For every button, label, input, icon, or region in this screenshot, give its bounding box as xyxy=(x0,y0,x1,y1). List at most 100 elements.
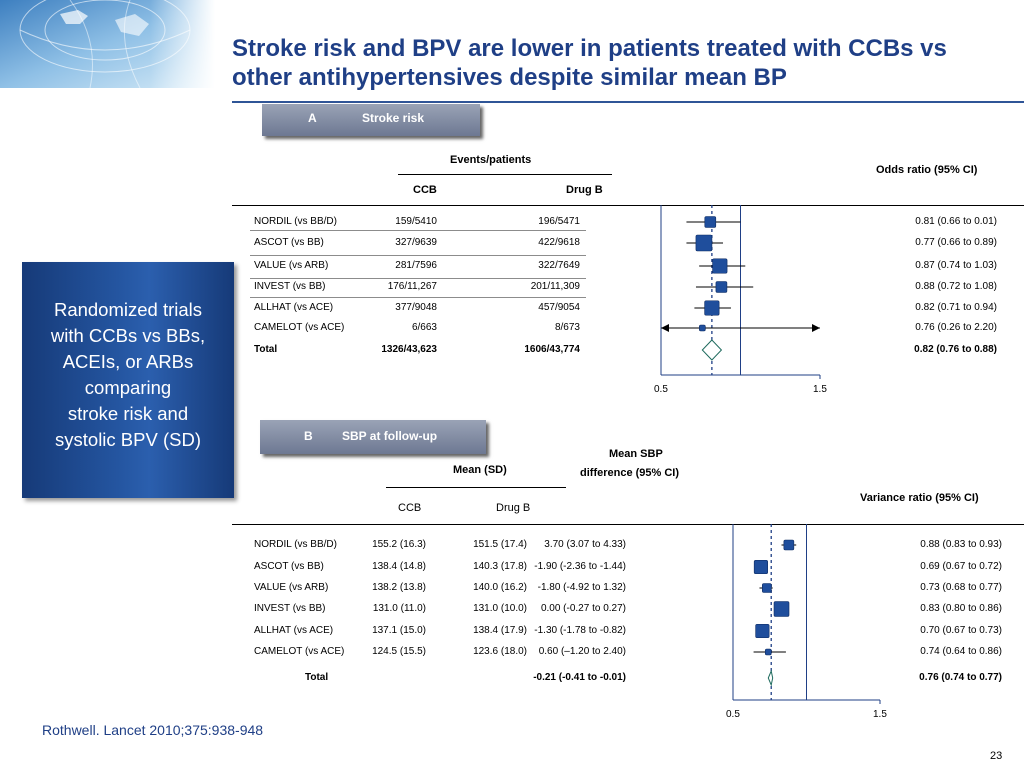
ci-text: 0.83 (0.80 to 0.86) xyxy=(920,603,1002,614)
ci-text: 0.76 (0.26 to 2.20) xyxy=(915,322,997,333)
panel-b-label-box: B SBP at follow-up xyxy=(260,420,486,454)
drugb-value: 457/9054 xyxy=(538,302,580,313)
summary-line: systolic BPV (SD) xyxy=(55,429,201,450)
panel-a-row-divider xyxy=(250,297,586,298)
pooled-diamond xyxy=(701,339,723,361)
drugb-value: 8/673 xyxy=(554,322,580,333)
point-estimate-box xyxy=(764,648,772,656)
point-estimate-box xyxy=(762,583,772,593)
ccb-value: 176/11,267 xyxy=(387,281,437,292)
summary-text: Randomized trials with CCBs vs BBs, ACEI… xyxy=(28,297,228,453)
slide-title: Stroke risk and BPV are lower in patient… xyxy=(232,34,1012,92)
summary-line: ACEIs, or ARBs xyxy=(62,351,194,372)
panel-a-label-box: A Stroke risk xyxy=(262,104,480,136)
point-estimate-box xyxy=(699,324,706,332)
sbp-difference: -1.30 (-1.78 to -0.82) xyxy=(534,625,626,636)
ci-text: 0.88 (0.72 to 1.08) xyxy=(915,281,997,292)
study-label: ASCOT (vs BB) xyxy=(254,237,324,248)
ci-text: 0.70 (0.67 to 0.73) xyxy=(920,625,1002,636)
total-label: Total xyxy=(305,672,329,683)
or-header: Odds ratio (95% CI) xyxy=(876,164,978,176)
point-estimate-box xyxy=(783,539,795,551)
panel-b-header-rule xyxy=(232,524,1024,525)
ci-arrow-left xyxy=(661,324,669,332)
title-line-2: other antihypertensives despite similar … xyxy=(232,64,787,91)
drugb-value: 131.0 (10.0) xyxy=(473,603,527,614)
point-estimate-box xyxy=(704,300,720,316)
events-header: Events/patients xyxy=(450,154,532,166)
ccb-value: 6/663 xyxy=(411,322,437,333)
study-label: VALUE (vs ARB) xyxy=(254,582,329,593)
diff-header-line-1: Mean SBP xyxy=(609,448,663,460)
total-ci-text: 0.76 (0.74 to 0.77) xyxy=(919,672,1002,683)
panel-a-row-divider xyxy=(250,230,586,231)
ccb-value: 327/9639 xyxy=(395,237,437,248)
mean-header-rule xyxy=(386,487,566,488)
ccb-value: 138.4 (14.8) xyxy=(372,561,426,572)
col-ccb-b: CCB xyxy=(398,502,422,514)
drugb-value: 151.5 (17.4) xyxy=(473,539,527,550)
ccb-value: 377/9048 xyxy=(395,302,437,313)
ci-text: 0.73 (0.68 to 0.77) xyxy=(920,582,1002,593)
citation: Rothwell. Lancet 2010;375:938-948 xyxy=(42,722,264,738)
logo-globe-image xyxy=(0,0,215,89)
drugb-value: 422/9618 xyxy=(538,237,580,248)
summary-line: stroke risk and xyxy=(67,403,189,424)
col-drugb-b: Drug B xyxy=(496,502,531,514)
title-line-1: Stroke risk and BPV are lower in patient… xyxy=(232,35,947,62)
page-number: 23 xyxy=(990,750,1003,762)
title-divider xyxy=(232,101,1024,103)
point-estimate-box xyxy=(695,234,713,252)
summary-line: with CCBs vs BBs, xyxy=(50,325,206,346)
ci-text: 0.77 (0.66 to 0.89) xyxy=(915,237,997,248)
point-estimate-box xyxy=(704,216,717,228)
ci-arrow-right xyxy=(812,324,820,332)
pooled-diamond xyxy=(767,669,774,687)
drugb-value: 123.6 (18.0) xyxy=(473,646,527,657)
drugb-value: 201/11,309 xyxy=(530,281,580,292)
ccb-value: 281/7596 xyxy=(395,260,437,271)
study-label: NORDIL (vs BB/D) xyxy=(254,539,337,550)
ccb-value: 137.1 (15.0) xyxy=(372,625,426,636)
mean-sd-header: Mean (SD) xyxy=(453,464,507,476)
total-drugb: 1606/43,774 xyxy=(524,344,580,355)
ci-text: 0.87 (0.74 to 1.03) xyxy=(915,260,997,271)
sbp-difference: 0.00 (-0.27 to 0.27) xyxy=(540,603,626,614)
panel-a-row-divider xyxy=(250,278,586,279)
point-estimate-box xyxy=(712,258,728,274)
ccb-value: 131.0 (11.0) xyxy=(372,603,426,614)
panel-b-letter: B xyxy=(304,429,313,443)
sbp-difference: -1.90 (-2.36 to -1.44) xyxy=(534,561,626,572)
study-label: INVEST (vs BB) xyxy=(254,281,326,292)
sbp-difference: -1.80 (-4.92 to 1.32) xyxy=(537,582,626,593)
point-estimate-box xyxy=(773,601,790,617)
events-header-rule xyxy=(398,174,612,175)
ci-text: 0.81 (0.66 to 0.01) xyxy=(915,216,997,227)
point-estimate-box xyxy=(715,281,728,293)
x-tick-label: 1.5 xyxy=(813,384,827,395)
drugb-value: 140.0 (16.2) xyxy=(473,582,527,593)
study-label: ALLHAT (vs ACE) xyxy=(254,302,334,313)
diff-header-line-2: difference (95% CI) xyxy=(580,467,680,479)
drugb-value: 140.3 (17.8) xyxy=(473,561,527,572)
ccb-value: 159/5410 xyxy=(395,216,437,227)
study-label: CAMELOT (vs ACE) xyxy=(254,322,345,333)
x-tick-label: 1.5 xyxy=(873,709,887,720)
study-label: ALLHAT (vs ACE) xyxy=(254,625,334,636)
point-estimate-box xyxy=(755,623,770,639)
x-tick-label: 0.5 xyxy=(726,709,740,720)
drugb-value: 138.4 (17.9) xyxy=(473,625,527,636)
drugb-value: 196/5471 xyxy=(538,216,580,227)
study-label: NORDIL (vs BB/D) xyxy=(254,216,337,227)
col-ccb-a: CCB xyxy=(413,184,437,196)
study-label: INVEST (vs BB) xyxy=(254,603,326,614)
panel-a-header-rule xyxy=(232,205,1024,206)
ccb-value: 124.5 (15.5) xyxy=(372,646,426,657)
panel-b-label: SBP at follow-up xyxy=(342,429,438,443)
summary-line: comparing xyxy=(84,377,172,398)
panel-a-letter: A xyxy=(308,111,317,125)
ci-text: 0.74 (0.64 to 0.86) xyxy=(920,646,1002,657)
ci-text: 0.69 (0.67 to 0.72) xyxy=(920,561,1002,572)
panel-a-label: Stroke risk xyxy=(362,111,425,125)
total-sbp-difference: -0.21 (-0.41 to -0.01) xyxy=(533,672,626,683)
